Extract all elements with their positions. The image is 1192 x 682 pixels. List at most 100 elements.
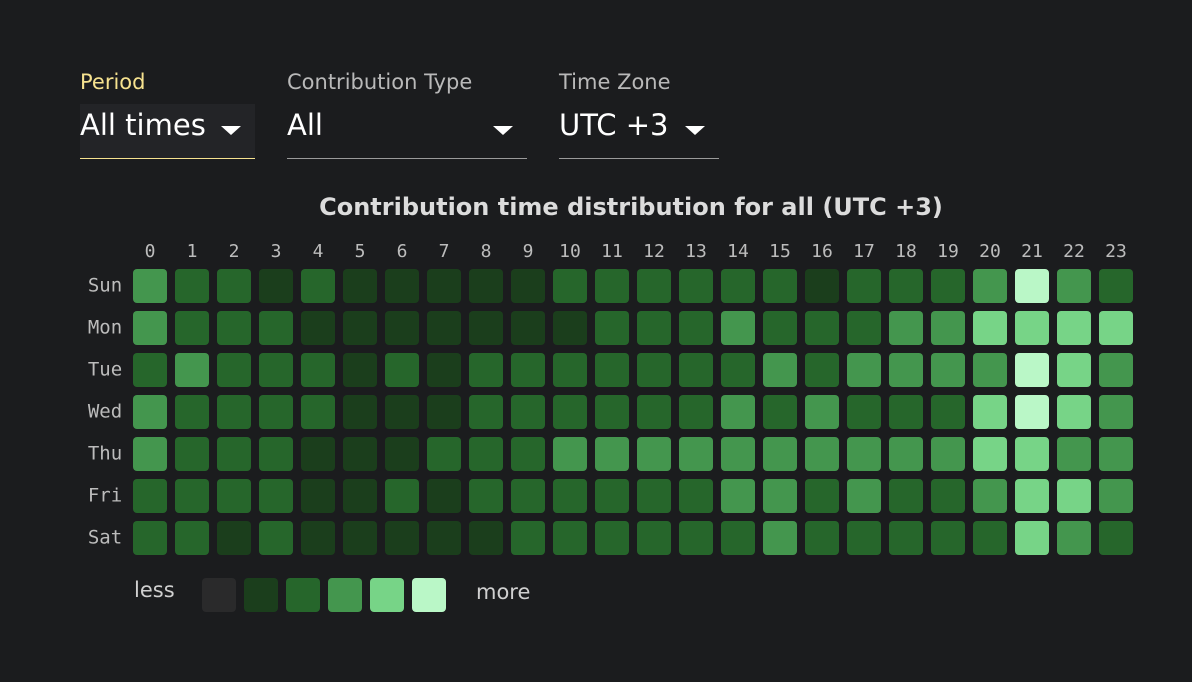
heatmap-cell <box>595 311 629 345</box>
period-select[interactable]: Period All times <box>80 68 255 159</box>
heatmap-cell <box>133 353 167 387</box>
legend-more: more <box>476 580 530 604</box>
hour-label: 1 <box>187 241 198 262</box>
heatmap-cell <box>931 479 965 513</box>
legend-swatch <box>244 578 278 612</box>
heatmap-cell <box>763 479 797 513</box>
heatmap-cell <box>469 395 503 429</box>
heatmap-cell <box>931 521 965 555</box>
hour-label: 11 <box>601 241 623 262</box>
heatmap-cell <box>133 521 167 555</box>
heatmap-cell <box>133 437 167 471</box>
heatmap-cell <box>679 521 713 555</box>
select-value[interactable]: UTC +3 <box>559 108 669 142</box>
heatmap-cell <box>175 437 209 471</box>
heatmap-cell <box>385 311 419 345</box>
day-label: Thu <box>88 443 122 465</box>
heatmap-cell <box>469 269 503 303</box>
heatmap-cell <box>847 353 881 387</box>
heatmap-cell <box>553 269 587 303</box>
day-label: Tue <box>88 359 122 381</box>
heatmap-cell <box>931 437 965 471</box>
hour-label: 5 <box>355 241 366 262</box>
heatmap-cell <box>763 311 797 345</box>
heatmap-cell <box>427 395 461 429</box>
timezone-select[interactable]: Time Zone UTC +3 <box>559 68 719 159</box>
heatmap-cell <box>973 395 1007 429</box>
heatmap-cell <box>553 353 587 387</box>
type-select[interactable]: Contribution Type All <box>287 68 527 159</box>
hour-label: 10 <box>559 241 581 262</box>
heatmap-cell <box>595 479 629 513</box>
heatmap-cell <box>343 353 377 387</box>
hour-label: 4 <box>313 241 324 262</box>
heatmap-cell <box>889 521 923 555</box>
heatmap-cell <box>301 437 335 471</box>
heatmap-cell <box>721 521 755 555</box>
heatmap-cell <box>1015 269 1049 303</box>
heatmap-cell <box>931 311 965 345</box>
heatmap-cell <box>175 521 209 555</box>
hour-label: 18 <box>895 241 917 262</box>
heatmap-cell <box>847 437 881 471</box>
heatmap-cell <box>595 521 629 555</box>
hour-label: 20 <box>979 241 1001 262</box>
dropdown-arrow[interactable] <box>685 126 705 135</box>
heatmap-cell <box>805 311 839 345</box>
heatmap-cell <box>763 437 797 471</box>
heatmap-cell <box>637 353 671 387</box>
heatmap-cell <box>427 479 461 513</box>
heatmap-cell <box>1015 479 1049 513</box>
dropdown-arrow[interactable] <box>493 126 513 135</box>
heatmap-cell <box>1099 437 1133 471</box>
heatmap-cell <box>931 353 965 387</box>
heatmap-cell <box>259 353 293 387</box>
heatmap-cell <box>301 269 335 303</box>
heatmap-cell <box>427 437 461 471</box>
heatmap-cell <box>847 395 881 429</box>
heatmap-cell <box>763 353 797 387</box>
heatmap-cell <box>637 269 671 303</box>
hour-label: 9 <box>523 241 534 262</box>
hour-label: 16 <box>811 241 833 262</box>
hour-label: 21 <box>1021 241 1043 262</box>
select-value[interactable]: All <box>287 108 323 142</box>
day-label: Sat <box>88 527 122 549</box>
heatmap-cell <box>217 479 251 513</box>
heatmap-cell <box>511 269 545 303</box>
heatmap-cell <box>175 395 209 429</box>
heatmap-cell <box>847 269 881 303</box>
heatmap-cell <box>679 437 713 471</box>
heatmap-cell <box>637 437 671 471</box>
heatmap-cell <box>511 353 545 387</box>
hour-label: 13 <box>685 241 707 262</box>
heatmap-cell <box>637 479 671 513</box>
legend-less: less <box>134 578 175 602</box>
hour-label: 7 <box>439 241 450 262</box>
heatmap-cell <box>133 269 167 303</box>
heatmap-cell <box>1099 521 1133 555</box>
heatmap-cell <box>973 311 1007 345</box>
heatmap-cell <box>301 479 335 513</box>
heatmap-cell <box>679 479 713 513</box>
heatmap-cell <box>1099 353 1133 387</box>
dropdown-arrow[interactable] <box>221 126 241 135</box>
heatmap-cell <box>805 395 839 429</box>
heatmap-cell <box>721 353 755 387</box>
heatmap-cell <box>931 395 965 429</box>
heatmap-cell <box>427 311 461 345</box>
day-label: Mon <box>88 317 122 339</box>
hour-label: 8 <box>481 241 492 262</box>
heatmap-cell <box>889 353 923 387</box>
heatmap-cell <box>763 269 797 303</box>
heatmap-cell <box>805 437 839 471</box>
heatmap-cell <box>637 521 671 555</box>
heatmap-cell <box>1057 437 1091 471</box>
heatmap-cell <box>679 395 713 429</box>
heatmap-cell <box>763 521 797 555</box>
heatmap-cell <box>385 521 419 555</box>
heatmap-cell <box>931 269 965 303</box>
heatmap-cell <box>217 395 251 429</box>
heatmap-cell <box>385 269 419 303</box>
